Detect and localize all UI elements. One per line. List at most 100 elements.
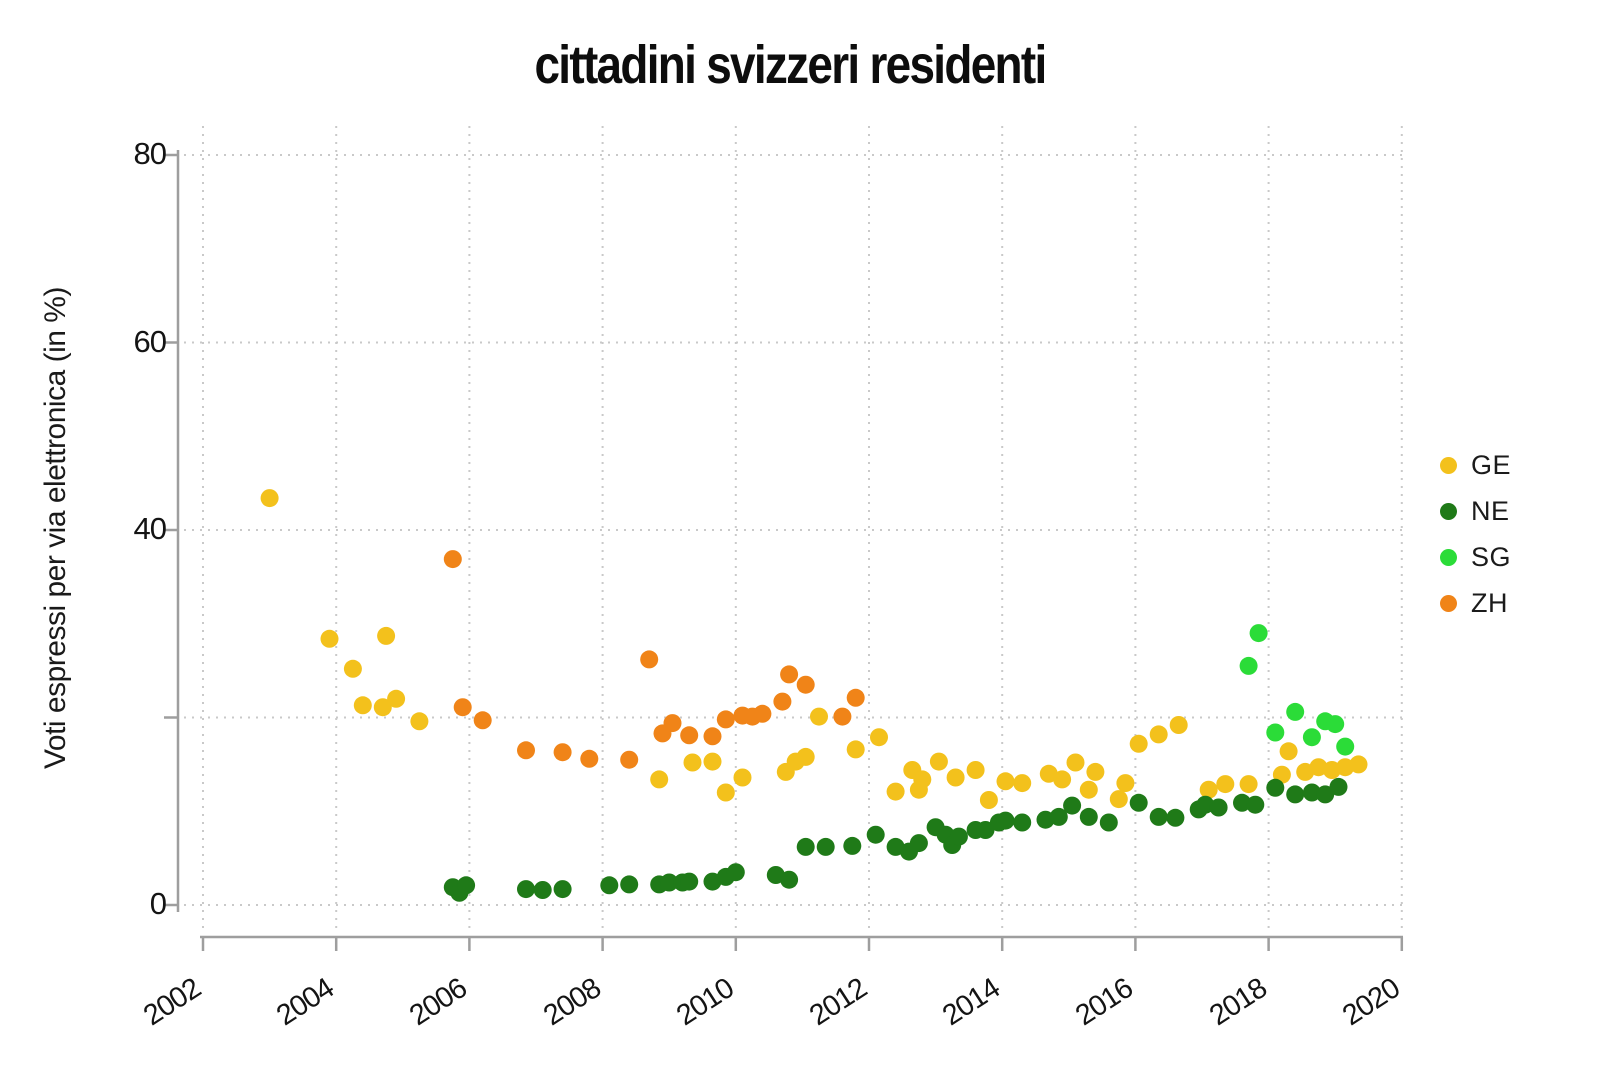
data-point-GE <box>810 707 828 726</box>
y-tick-label: 80 <box>133 136 167 171</box>
data-point-GE <box>1216 775 1235 794</box>
data-point-GE <box>410 712 429 731</box>
data-point-ZH <box>453 698 472 717</box>
data-point-GE <box>353 696 372 715</box>
data-point-NE <box>1316 785 1335 804</box>
data-point-NE <box>780 870 799 889</box>
data-point-SG <box>1326 715 1345 734</box>
data-point-GE <box>946 768 965 787</box>
data-point-GE <box>373 698 392 717</box>
data-point-NE <box>1079 807 1098 826</box>
data-point-ZH <box>517 741 535 760</box>
data-point-NE <box>843 836 862 855</box>
data-point-ZH <box>703 727 722 746</box>
data-point-ZH <box>620 750 639 769</box>
data-point-NE <box>1129 793 1148 812</box>
legend-label: SG <box>1471 541 1512 572</box>
data-point-GE <box>886 782 905 801</box>
data-point-ZH <box>846 688 865 707</box>
y-tick-label: 40 <box>133 511 167 546</box>
data-point-GE <box>1149 725 1168 744</box>
data-point-NE <box>949 827 968 846</box>
data-point-GE <box>1079 780 1098 799</box>
data-point-GE <box>703 752 722 771</box>
data-point-ZH <box>780 665 799 684</box>
data-point-NE <box>1302 783 1321 802</box>
data-point-NE <box>1166 808 1185 827</box>
data-point-GE <box>683 753 702 772</box>
data-point-GE <box>1279 742 1298 761</box>
data-point-NE <box>726 863 745 882</box>
data-point-NE <box>680 872 699 891</box>
data-point-NE <box>533 881 552 899</box>
data-point-GE <box>1239 775 1258 794</box>
data-point-NE <box>1209 798 1228 817</box>
data-point-NE <box>1246 795 1265 814</box>
data-point-NE <box>457 876 476 895</box>
data-point-SG <box>1239 656 1258 675</box>
data-point-ZH <box>443 550 462 569</box>
data-point-NE <box>1266 778 1285 797</box>
legend-dot-icon <box>1440 548 1457 566</box>
legend-label: NE <box>1471 495 1510 526</box>
data-point-GE <box>1309 758 1328 777</box>
data-point-NE <box>1329 777 1348 796</box>
data-point-NE <box>1049 807 1068 826</box>
data-point-GE <box>1086 762 1105 781</box>
legend-dot-icon <box>1440 456 1457 474</box>
data-point-GE <box>733 768 752 787</box>
data-point-SG <box>1249 624 1268 643</box>
data-point-ZH <box>580 749 599 768</box>
data-point-GE <box>846 740 865 759</box>
data-point-GE <box>796 747 815 766</box>
data-point-GE <box>1129 734 1148 753</box>
data-point-GE <box>716 783 735 802</box>
data-point-GE <box>650 770 669 789</box>
data-point-ZH <box>680 726 699 745</box>
data-point-GE <box>387 689 406 708</box>
data-point-GE <box>320 629 339 648</box>
data-point-GE <box>377 626 396 645</box>
chart-title: cittadini svizzeri residenti <box>534 35 1047 95</box>
legend-label: GE <box>1471 449 1512 480</box>
data-point-NE <box>1233 793 1251 812</box>
data-point-GE <box>1109 790 1128 809</box>
data-point-SG <box>1266 723 1285 742</box>
data-point-SG <box>1336 737 1355 756</box>
data-point-SG <box>1286 702 1305 721</box>
data-point-GE <box>913 770 932 789</box>
data-point-NE <box>1063 796 1082 815</box>
y-tick-label: 60 <box>133 323 167 359</box>
data-point-ZH <box>753 704 772 723</box>
data-point-ZH <box>553 743 572 762</box>
data-point-GE <box>966 761 985 779</box>
data-point-NE <box>796 837 815 856</box>
data-point-NE <box>600 876 619 895</box>
data-point-GE <box>1066 753 1085 772</box>
data-point-NE <box>1013 813 1032 832</box>
legend-dot-icon <box>1440 502 1457 520</box>
legend-dot-icon <box>1440 594 1457 612</box>
legend: GE NE SG ZH <box>1440 442 1511 626</box>
data-point-GE <box>1349 755 1368 774</box>
data-point-GE <box>260 489 279 508</box>
data-point-GE <box>1053 770 1072 789</box>
data-point-GE <box>1199 780 1218 799</box>
data-point-NE <box>996 811 1015 830</box>
data-point-NE <box>1099 813 1118 832</box>
data-point-NE <box>909 834 928 853</box>
data-point-NE <box>816 837 835 856</box>
data-point-GE <box>1013 774 1032 793</box>
data-point-NE <box>976 821 995 839</box>
legend-item-GE: GE <box>1440 442 1511 488</box>
data-point-GE <box>929 752 948 771</box>
data-point-NE <box>660 873 679 892</box>
data-point-NE <box>553 880 572 899</box>
data-point-ZH <box>473 711 492 730</box>
legend-label: ZH <box>1471 587 1508 618</box>
y-tick-label: 0 <box>149 886 167 921</box>
data-point-GE <box>979 791 998 809</box>
data-point-GE <box>870 728 888 747</box>
legend-item-ZH: ZH <box>1440 580 1511 626</box>
